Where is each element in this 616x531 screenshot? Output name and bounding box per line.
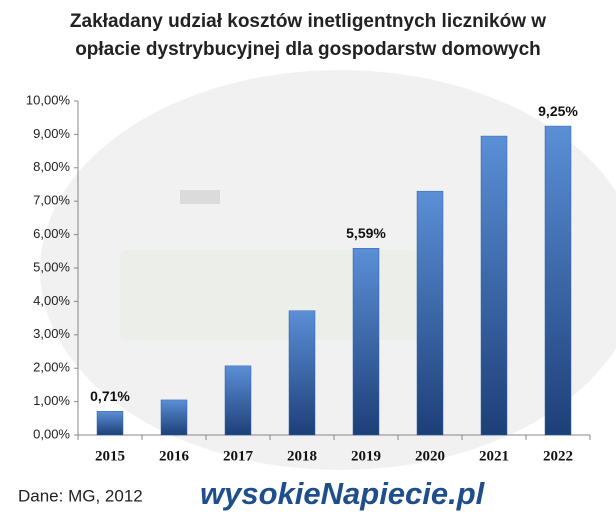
bar <box>544 125 572 436</box>
bar <box>288 310 316 436</box>
y-tick-label: 8,00% <box>33 159 70 174</box>
x-tick-label: 2017 <box>223 448 254 464</box>
y-tick-label: 0,00% <box>33 426 70 441</box>
y-tick-label: 2,00% <box>33 360 70 375</box>
chart-title: opłacie dystrybucyjnej dla gospodarstw d… <box>75 39 541 60</box>
y-tick-label: 4,00% <box>33 293 70 308</box>
value-label: 0,71% <box>90 388 130 404</box>
background-meter <box>40 70 616 470</box>
source: Dane: MG, 2012 <box>18 486 143 505</box>
x-tick-label: 2016 <box>159 448 190 464</box>
bar <box>352 248 380 436</box>
chart-title: Zakładany udział kosztów inetligentnych … <box>70 11 546 32</box>
y-tick-label: 5,00% <box>33 259 70 274</box>
x-tick-label: 2022 <box>543 448 573 464</box>
y-tick-label: 10,00% <box>26 92 71 107</box>
y-tick-label: 7,00% <box>33 193 70 208</box>
x-tick-label: 2021 <box>479 448 509 464</box>
y-tick-label: 9,00% <box>33 126 70 141</box>
x-tick-label: 2018 <box>287 448 317 464</box>
bar <box>416 190 444 436</box>
y-tick-label: 6,00% <box>33 226 70 241</box>
x-tick-label: 2019 <box>351 448 381 464</box>
x-tick-label: 2015 <box>95 448 125 464</box>
x-tick-label: 2020 <box>415 448 445 464</box>
value-label: 5,59% <box>346 225 386 241</box>
bar <box>480 135 508 436</box>
logo: wysokieNapiecie.pl <box>200 476 486 511</box>
y-tick-label: 3,00% <box>33 326 70 341</box>
bar <box>160 399 188 436</box>
value-label: 9,25% <box>538 103 578 119</box>
bar <box>224 365 252 436</box>
bar <box>96 411 124 436</box>
y-tick-label: 1,00% <box>33 393 70 408</box>
